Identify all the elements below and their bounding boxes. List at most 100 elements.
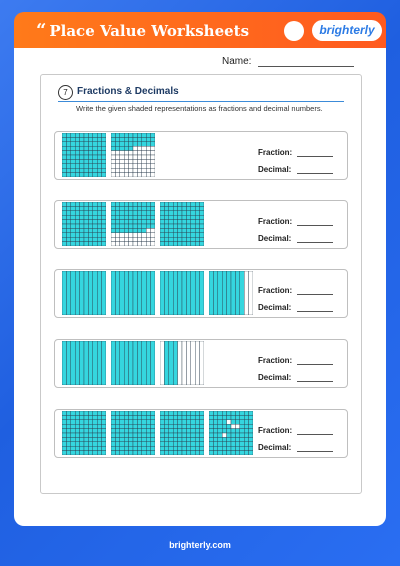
decimal-answer-line[interactable] <box>297 311 333 312</box>
grid-strip <box>209 271 214 315</box>
grid-cell <box>160 423 165 429</box>
grid-cell <box>115 210 121 216</box>
decimal-answer-line[interactable] <box>297 242 333 243</box>
grid-strip <box>164 271 170 315</box>
grid-cell <box>83 214 89 220</box>
grid-strip <box>177 341 183 385</box>
fraction-answer-line[interactable] <box>297 294 333 295</box>
grid-cell <box>164 219 170 225</box>
grid-cell <box>168 415 174 421</box>
grid-cell <box>62 415 67 421</box>
grid-cell <box>66 237 72 242</box>
grid-cell <box>62 450 67 455</box>
grid-cell <box>123 428 129 434</box>
decimal-answer-line[interactable] <box>297 451 333 452</box>
grid-cell <box>172 202 178 207</box>
grid-cell <box>195 441 200 447</box>
grid-cell <box>70 202 76 207</box>
grid-cell <box>88 428 93 434</box>
grid-cell <box>70 423 76 429</box>
grid-cell <box>186 214 191 220</box>
grid-cell <box>186 219 191 225</box>
grid-cell <box>111 154 116 160</box>
grid-cell <box>62 168 67 173</box>
grid-cell <box>119 446 125 451</box>
grid-cell <box>62 163 67 169</box>
grid-cell <box>172 210 178 216</box>
grid-cell <box>79 150 85 156</box>
grid-cell <box>92 202 98 207</box>
grid-cell <box>119 133 125 138</box>
grid-cell <box>168 228 174 233</box>
grid-cell <box>137 423 142 429</box>
grid-cell <box>101 159 106 164</box>
grid-cell <box>128 145 134 151</box>
grid-cell <box>88 450 93 455</box>
grid-strip <box>160 341 165 385</box>
grid-cell <box>66 437 72 442</box>
grid-cell <box>235 437 240 442</box>
grid-cell <box>111 145 116 151</box>
grid-cell <box>123 214 129 220</box>
fraction-answer-line[interactable] <box>297 434 333 435</box>
fraction-answer-line[interactable] <box>297 156 333 157</box>
grid-cell <box>168 432 174 438</box>
grid-cell <box>83 210 89 216</box>
name-input-line[interactable] <box>258 66 354 67</box>
grid-cell <box>74 214 80 220</box>
grid-cell <box>199 419 204 425</box>
grid-cell <box>150 137 155 143</box>
grid-cell <box>248 441 253 447</box>
fraction-label: Fraction: <box>258 356 293 365</box>
grid-cell <box>123 411 129 416</box>
grid-cell <box>248 446 253 451</box>
grid-cell <box>150 423 155 429</box>
grid-cell <box>150 214 155 220</box>
grid-strip <box>97 341 102 385</box>
grid-cell <box>168 223 174 229</box>
grid-cell <box>62 237 67 242</box>
grid-cell <box>235 428 240 434</box>
grid-cell <box>141 159 147 164</box>
grid-cell <box>160 214 165 220</box>
grid-cell <box>115 241 121 246</box>
fraction-answer-line[interactable] <box>297 225 333 226</box>
grid-cell <box>186 419 191 425</box>
grid-cell <box>70 141 76 147</box>
grid-cell <box>235 450 240 455</box>
grid-cell <box>213 450 219 455</box>
grid-cell <box>132 202 138 207</box>
hundred-grid <box>62 133 106 177</box>
grid-cell <box>132 228 138 233</box>
grid-cell <box>244 437 249 442</box>
grid-cell <box>137 137 142 143</box>
grid-cell <box>83 446 89 451</box>
grid-cell <box>119 232 125 238</box>
grid-cell <box>181 450 187 455</box>
grid-cell <box>239 437 245 442</box>
grid-cell <box>83 232 89 238</box>
decimal-answer-line[interactable] <box>297 173 333 174</box>
grid-cell <box>101 202 106 207</box>
grid-cell <box>111 411 116 416</box>
grid-cell <box>66 411 72 416</box>
decimal-answer-line[interactable] <box>297 381 333 382</box>
grid-cell <box>230 437 236 442</box>
fraction-answer-line[interactable] <box>297 364 333 365</box>
grid-cell <box>186 450 191 455</box>
grid-strip <box>128 271 134 315</box>
grid-cell <box>172 219 178 225</box>
grid-cell <box>92 428 98 434</box>
grid-cell <box>92 232 98 238</box>
grid-cell <box>199 432 204 438</box>
grid-cell <box>230 450 236 455</box>
grid-strip <box>97 271 102 315</box>
grid-cell <box>190 428 196 434</box>
grid-cell <box>123 437 129 442</box>
grid-cell <box>177 423 183 429</box>
grid-cell <box>160 450 165 455</box>
grid-cell <box>88 150 93 156</box>
grid-cell <box>70 411 76 416</box>
grid-cell <box>88 210 93 216</box>
grid-strip <box>62 341 67 385</box>
